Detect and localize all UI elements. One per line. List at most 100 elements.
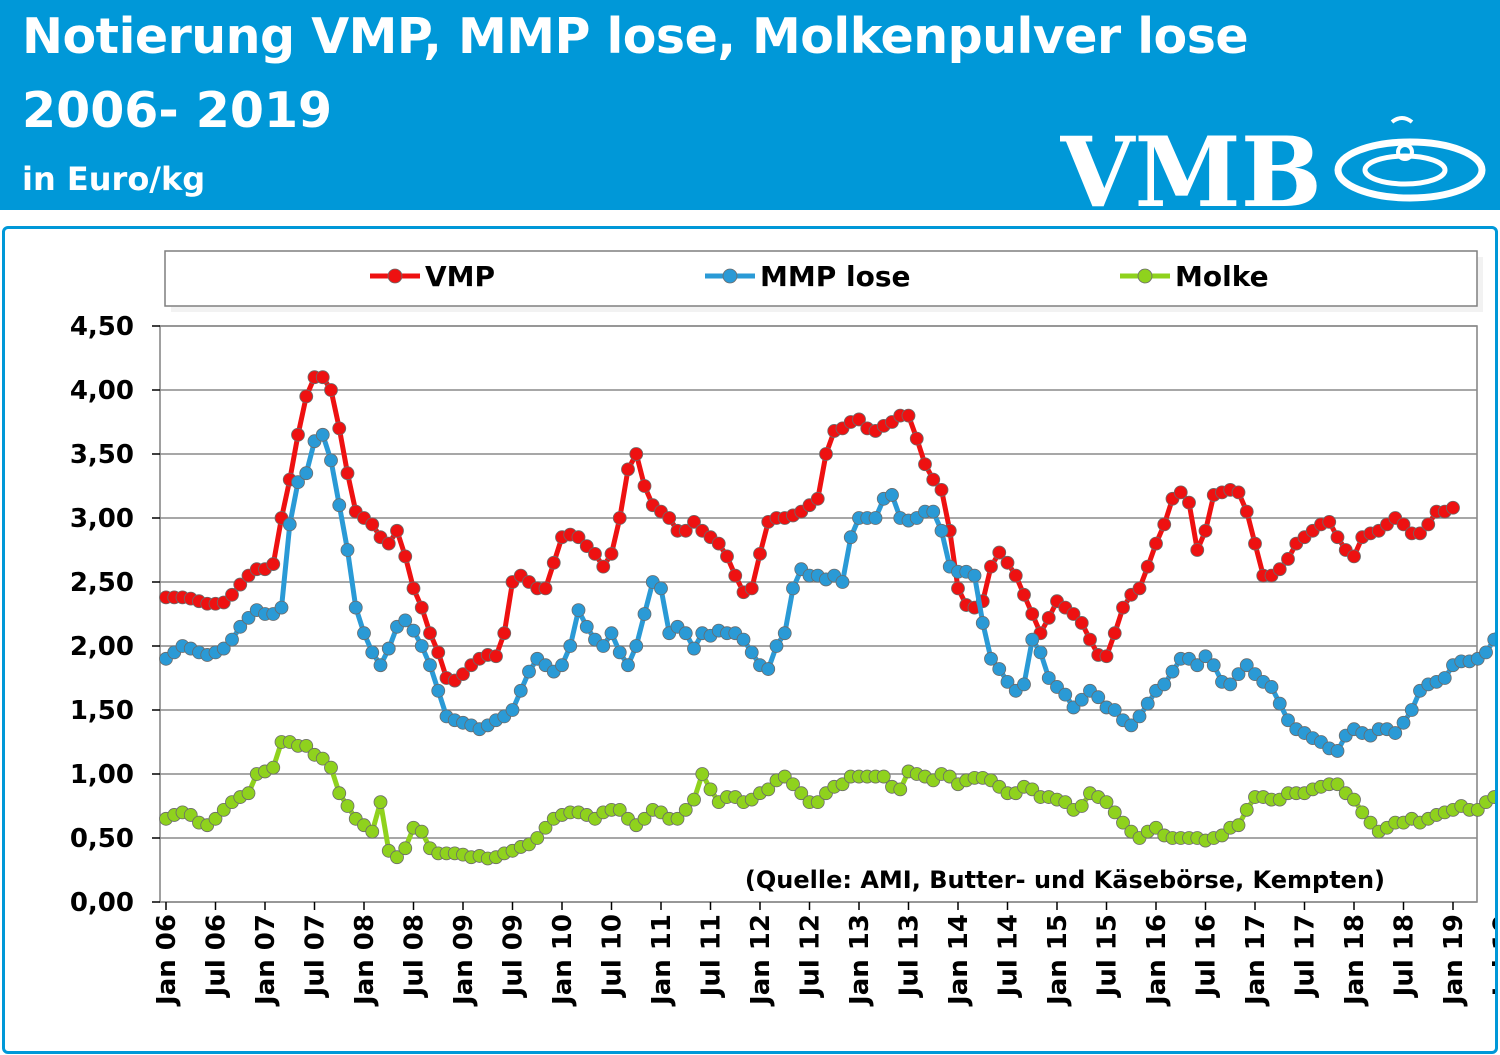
data-point [1239,504,1254,519]
x-tick-label: Jul 19 [1489,914,1496,998]
y-tick-label: 1,50 [70,696,134,726]
x-tick-label: Jul 06 [202,914,232,998]
data-point [398,549,413,564]
data-point [967,568,982,583]
y-tick-label: 1,00 [70,760,134,790]
data-point [1190,543,1205,557]
line-chart: VMP MMP lose Molke 0,00 0,50 1,00 1,50 2,00 2,5… [70,250,1496,1007]
data-point [992,545,1007,560]
data-point [637,607,652,621]
data-point [604,626,619,641]
data-point [299,389,314,404]
x-tick-label: Jul 15 [1093,914,1123,998]
data-point [612,802,627,817]
data-point [1396,517,1411,532]
data-point [324,760,338,775]
y-tick-label: 2,00 [70,632,134,662]
data-point [555,658,569,673]
data-point [1000,674,1015,689]
data-point [612,645,627,660]
data-point [431,683,446,698]
x-tick-label: Jan 16 [1142,914,1172,1007]
data-point [1446,500,1460,515]
vmb-logo: VMB [1060,116,1486,210]
data-point [1404,703,1419,717]
legend-marker [387,268,403,284]
data-point [1231,667,1246,682]
data-point [637,811,652,826]
data-point [1107,805,1122,820]
data-point [703,782,718,797]
data-point [621,658,635,673]
data-point [414,824,429,839]
data-point [530,831,545,845]
data-point [1330,744,1345,758]
x-tick-label: Jul 09 [499,914,529,998]
data-point [423,658,437,673]
data-point [687,641,701,656]
data-point [513,683,528,698]
data-point [621,462,635,477]
data-point [1033,645,1048,660]
x-tick-label: Jul 07 [301,914,331,998]
data-point [1206,658,1221,673]
data-point [398,841,413,856]
data-point [843,530,858,545]
data-point [241,786,256,801]
data-point [1479,645,1493,660]
data-point [431,645,446,660]
x-tick-label: Jan 11 [647,914,677,1007]
x-tick-label: Jul 14 [994,914,1024,998]
chart-legend: VMP MMP lose Molke [164,250,1483,312]
legend-item-mmp-lose: MMP lose [705,260,911,293]
legend-label: Molke [1175,260,1269,293]
data-point [1330,777,1345,792]
data-point [390,523,404,538]
data-point [1132,709,1147,724]
data-point [1223,677,1238,692]
data-point [299,466,314,481]
data-point [340,466,355,481]
data-point [332,498,347,513]
data-point [373,795,388,810]
data-point [1182,495,1196,510]
data-point [1017,587,1031,602]
data-point [926,504,941,519]
data-point [975,616,990,630]
data-point [1041,610,1056,625]
legend-label: MMP lose [760,260,911,293]
data-point [266,760,281,775]
data-point [1074,616,1089,630]
data-point [274,600,289,615]
data-point [208,811,223,826]
data-point [538,820,553,835]
data-point [678,802,693,817]
data-point [794,786,809,801]
data-point [1066,607,1081,621]
data-point [1264,680,1279,694]
x-tick-label: Jul 18 [1390,914,1420,998]
x-tick-label: Jul 16 [1192,914,1222,998]
data-point [315,751,330,766]
data-point [1165,664,1180,679]
data-point [728,568,743,583]
data-point [662,511,677,525]
data-point [489,649,503,664]
data-point [670,811,685,826]
data-point [786,581,800,596]
data-point [299,738,314,753]
header-banner: Notierung VMP, MMP lose, Molkenpulver lo… [0,0,1500,210]
x-tick-label: Jul 10 [598,914,628,998]
data-point [1099,795,1114,810]
data-point [1008,568,1023,583]
data-point [1074,799,1089,813]
data-point [365,517,380,532]
data-point [522,664,536,679]
data-point [1099,649,1114,664]
data-point [1388,726,1403,740]
data-point [546,555,561,570]
data-point [225,632,239,647]
x-tick-label: Jan 12 [746,914,776,1007]
data-point [1363,815,1378,830]
data-point [678,626,693,641]
